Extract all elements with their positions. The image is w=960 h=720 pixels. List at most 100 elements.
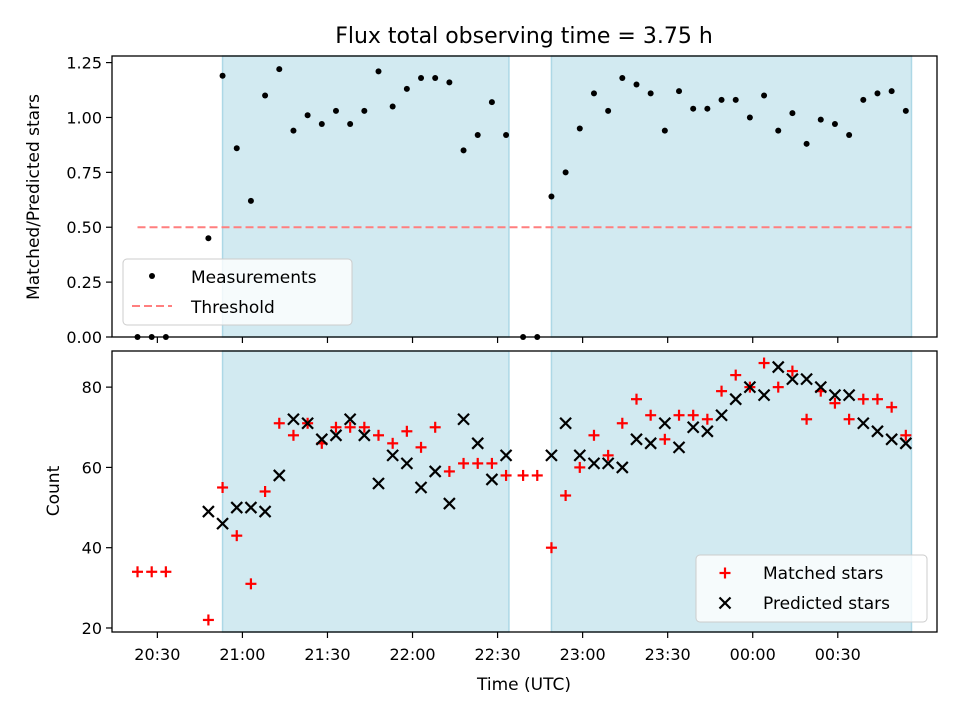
top-y-axis-label: Matched/Predicted stars: [24, 94, 44, 300]
predicted-star-point: [358, 429, 371, 442]
predicted-star-point: [343, 412, 357, 426]
matched-star-point: [146, 566, 158, 578]
matched-star-point: [358, 421, 370, 433]
matched-star-point: [772, 381, 784, 393]
measurement-point: [290, 127, 297, 134]
legend-measurement-label: Measurements: [191, 268, 317, 288]
measurement-point: [347, 121, 354, 128]
top-y-tick-label: 0.25: [66, 273, 102, 292]
predicted-star-point: [559, 416, 572, 430]
x-tick-label: 22:30: [475, 645, 521, 664]
predicted-star-point: [899, 437, 913, 450]
matched-star-point: [843, 413, 855, 425]
predicted-star-point: [715, 408, 728, 422]
predicted-star-point: [202, 505, 215, 518]
measurement-point: [418, 74, 425, 81]
measurement-point: [548, 193, 555, 200]
matched-star-point: [287, 429, 299, 441]
measurement-point: [775, 127, 782, 134]
matched-star-point: [245, 578, 257, 590]
legend-predicted-label: Predicted stars: [763, 594, 890, 614]
measurement-point: [460, 147, 467, 154]
measurement-point: [503, 132, 510, 139]
legend-matched-marker: [719, 567, 731, 579]
measurement-point: [605, 107, 612, 114]
matched-star-point: [801, 413, 813, 425]
matched-star-point: [857, 393, 869, 405]
predicted-star-point: [485, 473, 499, 486]
measurement-point: [888, 88, 895, 95]
predicted-star-point: [842, 388, 856, 402]
predicted-star-point: [329, 429, 343, 442]
measurement-point: [619, 74, 626, 81]
predicted-star-point: [729, 392, 742, 406]
matched-star-point: [616, 417, 628, 429]
measurement-point: [860, 96, 867, 103]
measurement-point: [318, 121, 325, 128]
predicted-star-point: [372, 477, 385, 490]
measurement-point: [247, 197, 254, 204]
predicted-star-point: [587, 457, 601, 470]
matched-star-point: [273, 417, 285, 429]
predicted-star-point: [800, 372, 813, 386]
matched-star-point: [217, 481, 229, 493]
predicted-star-point: [244, 501, 258, 514]
predicted-star-point: [414, 481, 428, 494]
matched-star-point: [560, 490, 572, 502]
matched-star-point: [659, 433, 671, 445]
measurement-point: [803, 140, 810, 147]
matched-star-point: [458, 457, 470, 469]
measurement-point: [361, 107, 368, 114]
predicted-star-point: [630, 433, 643, 446]
measurement-point: [233, 145, 240, 152]
measurement-point: [647, 90, 654, 97]
matched-star-point: [373, 429, 385, 441]
predicted-star-point: [287, 412, 300, 426]
top-y-tick-label: 0.00: [66, 328, 102, 347]
bottom-y-tick-label: 20: [82, 619, 102, 638]
measurement-point: [718, 96, 725, 103]
measurement-point: [690, 105, 697, 112]
bottom-y-tick-label: 40: [82, 539, 102, 558]
measurement-point: [590, 90, 597, 97]
predicted-star-point: [701, 425, 714, 438]
measurement-point: [488, 99, 495, 106]
predicted-star-point: [658, 416, 672, 430]
measurement-point: [576, 125, 583, 132]
matched-star-point: [545, 542, 557, 554]
legend-threshold-label: Threshold: [190, 298, 275, 318]
measurement-point: [746, 114, 753, 121]
matched-star-point: [401, 425, 413, 437]
matched-star-point: [630, 393, 642, 405]
predicted-star-point: [216, 517, 229, 530]
measurement-point: [205, 235, 212, 242]
bottom-y-tick-label: 60: [82, 458, 102, 477]
predicted-star-point: [686, 420, 700, 434]
predicted-star-point: [400, 457, 414, 470]
predicted-star-point: [771, 360, 785, 374]
top-y-tick-label: 1.25: [66, 54, 102, 73]
measurement-point: [831, 121, 838, 128]
measurement-point: [219, 72, 226, 79]
matched-star-point: [486, 457, 498, 469]
matched-star-point: [132, 566, 144, 578]
measurement-point: [562, 169, 569, 176]
predicted-star-point: [457, 412, 470, 426]
matched-star-point: [574, 461, 586, 473]
predicted-star-point: [644, 437, 657, 450]
matched-star-point: [829, 397, 841, 409]
predicted-star-point: [871, 425, 884, 438]
matched-star-point: [673, 409, 685, 421]
matched-star-point: [900, 429, 912, 441]
predicted-star-point: [230, 501, 244, 514]
measurement-point: [446, 79, 453, 86]
matched-star-point: [160, 566, 172, 578]
matched-star-point: [645, 409, 657, 421]
measurement-point: [375, 68, 382, 75]
measurement-point: [304, 112, 311, 119]
matched-star-point: [500, 469, 512, 481]
matched-star-point: [687, 409, 699, 421]
predicted-star-point: [616, 461, 629, 474]
x-tick-label: 00:00: [730, 645, 776, 664]
